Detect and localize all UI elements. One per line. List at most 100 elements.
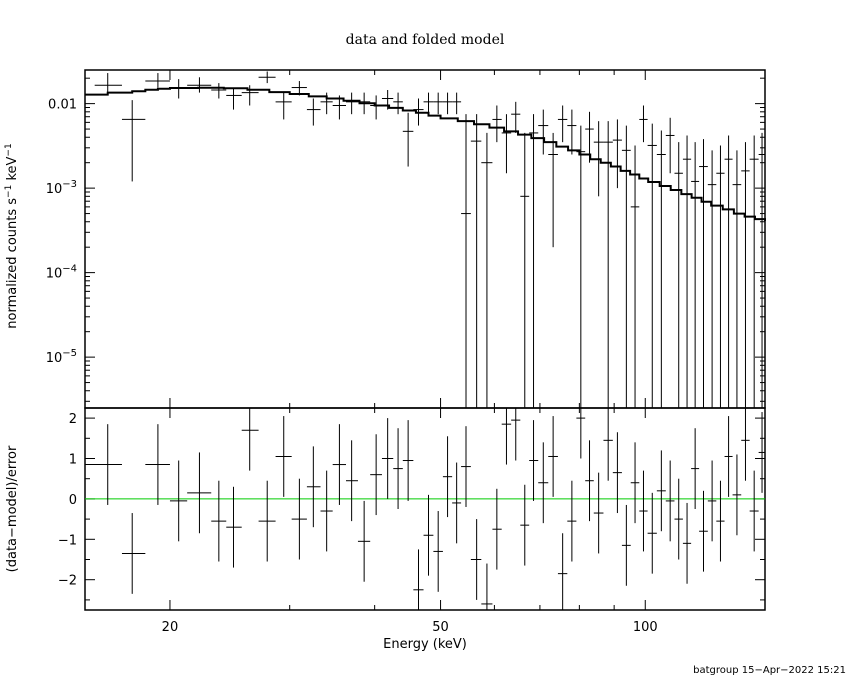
- residual-point: [511, 408, 521, 461]
- residual-point: [402, 420, 414, 501]
- residual-panel: 20 50 100 −2 −1 0 1 2 (data−model)/error: [5, 407, 766, 635]
- residual-point: [121, 513, 146, 594]
- y-tick-label: 1: [69, 453, 77, 468]
- residual-point: [145, 424, 170, 505]
- residual-point: [413, 549, 424, 610]
- residual-point: [548, 416, 558, 497]
- residual-point: [707, 460, 717, 542]
- y-tick-label: 10−5: [46, 348, 77, 366]
- y-tick-label: −2: [58, 574, 77, 589]
- data-point: [538, 109, 549, 155]
- data-point: [442, 92, 453, 115]
- y-tick-label: 0.01: [48, 98, 77, 113]
- residual-point: [370, 434, 382, 516]
- data-point: [621, 125, 631, 408]
- data-point: [647, 123, 657, 408]
- residual-point: [461, 426, 471, 507]
- residual-point: [593, 472, 604, 554]
- data-point: [593, 121, 604, 197]
- residual-point: [612, 432, 622, 514]
- data-point: [758, 132, 765, 408]
- data-point: [393, 92, 403, 115]
- data-point: [145, 73, 170, 88]
- residual-point: [557, 533, 568, 610]
- data-point: [612, 119, 622, 189]
- residual-point: [758, 412, 765, 493]
- residual-point: [211, 480, 227, 562]
- residual-point: [393, 428, 403, 509]
- residual-point: [699, 490, 708, 572]
- y-tick-label: −1: [58, 533, 77, 548]
- residual-point: [345, 440, 358, 522]
- data-point: [452, 92, 462, 115]
- data-point: [682, 135, 692, 408]
- data-point: [567, 109, 577, 155]
- data-point: [501, 114, 512, 174]
- residual-point: [732, 454, 742, 536]
- residual-point: [603, 408, 613, 481]
- data-point: [529, 114, 539, 408]
- residual-point: [85, 424, 122, 505]
- spectrum-data-points: [94, 71, 765, 408]
- residual-point: [529, 420, 539, 501]
- data-point: [461, 114, 471, 408]
- residual-point: [576, 408, 586, 459]
- residual-frame: [84, 407, 766, 611]
- data-point: [413, 98, 424, 126]
- data-point: [656, 130, 666, 408]
- residual-point: [585, 440, 594, 522]
- residual-point: [320, 470, 333, 552]
- residual-point: [275, 416, 292, 497]
- folded-model-line: [85, 86, 766, 221]
- y-tick-label: 2: [69, 412, 77, 427]
- data-point: [402, 112, 414, 167]
- data-point: [370, 95, 382, 120]
- spectrum-y-axis-label: normalized counts s−1 keV−1: [4, 143, 20, 328]
- residual-point: [332, 424, 346, 505]
- residual-point: [423, 494, 434, 576]
- data-point: [585, 111, 594, 163]
- data-point: [639, 105, 648, 143]
- residual-point: [741, 408, 750, 481]
- residual-point: [749, 470, 759, 552]
- residual-point: [169, 460, 188, 542]
- residual-point: [258, 480, 276, 562]
- data-point: [470, 114, 482, 408]
- data-point: [121, 100, 146, 182]
- spectrum-frame: [84, 69, 766, 409]
- data-point: [576, 125, 586, 408]
- residual-point: [306, 446, 321, 528]
- residual-point: [291, 478, 307, 560]
- residual-point: [656, 450, 666, 532]
- data-point: [481, 132, 493, 408]
- data-point: [520, 132, 530, 408]
- residual-point: [452, 462, 462, 544]
- residual-point: [241, 408, 259, 471]
- residual-point: [538, 442, 549, 524]
- data-point: [211, 83, 227, 99]
- data-point: [357, 92, 371, 115]
- residual-point: [567, 480, 577, 562]
- data-point: [320, 92, 333, 115]
- y-tick-label: 10−4: [46, 264, 77, 282]
- data-point: [707, 150, 717, 408]
- residual-y-axis-label: (data−model)/error: [5, 445, 20, 572]
- data-point: [332, 95, 346, 120]
- residual-point: [630, 442, 640, 524]
- data-point: [630, 145, 640, 408]
- residual-point: [501, 408, 512, 465]
- chart-title: data and folded model: [346, 32, 505, 48]
- residual-point: [639, 470, 648, 552]
- data-point: [291, 81, 307, 96]
- data-point: [381, 89, 394, 110]
- data-point: [258, 71, 276, 84]
- x-axis-label: Energy (keV): [383, 637, 467, 652]
- residual-data-points: [85, 408, 765, 610]
- data-point: [691, 142, 700, 408]
- residual-point: [357, 500, 371, 582]
- data-point: [732, 150, 742, 408]
- y-tick-label: 10−3: [46, 179, 77, 197]
- data-point: [492, 105, 502, 143]
- data-point: [716, 145, 725, 408]
